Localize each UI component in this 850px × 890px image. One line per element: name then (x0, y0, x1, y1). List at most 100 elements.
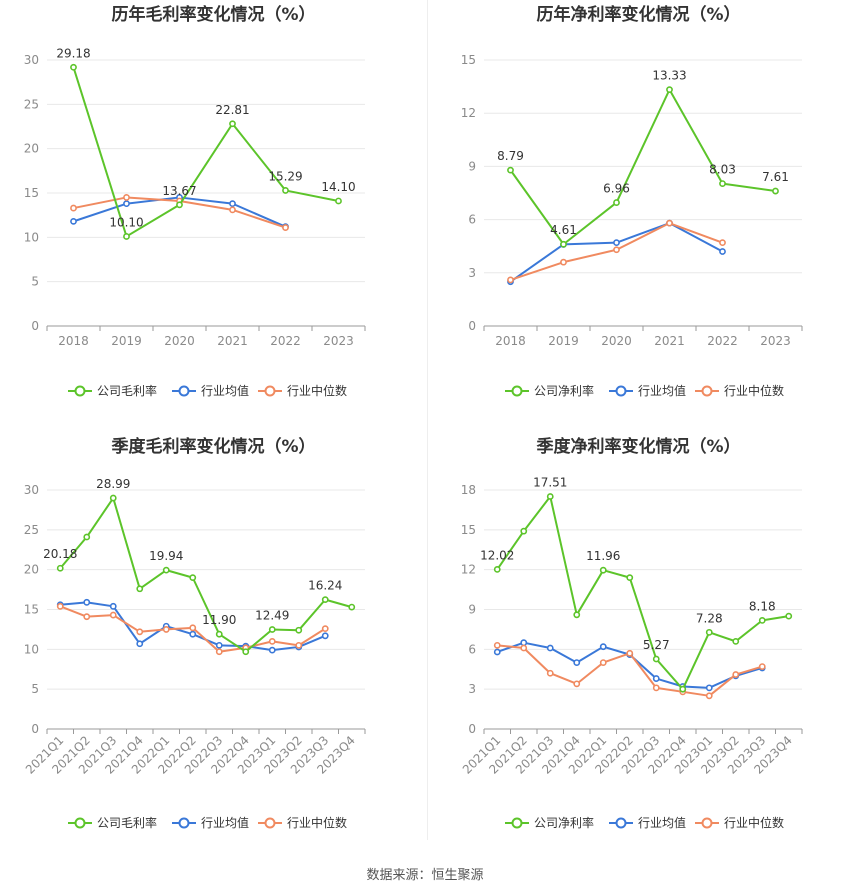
y-tick-label: 20 (24, 142, 39, 156)
data-point-industry-avg (189, 630, 197, 638)
data-point-company (758, 616, 766, 624)
legend-item-industry-avg[interactable]: 行业均值 (609, 383, 686, 398)
panel-divider (427, 0, 428, 840)
legend-item-company[interactable]: 公司净利率 (505, 383, 594, 398)
data-point-company (560, 240, 567, 248)
data-point-industry-median (56, 602, 64, 610)
legend-item-industry-avg[interactable]: 行业均值 (172, 383, 249, 398)
data-point-company (573, 611, 581, 619)
legend-item-industry-median[interactable]: 行业中位数 (258, 815, 347, 830)
legend-item-industry-avg[interactable]: 行业均值 (172, 815, 249, 830)
y-tick-label: 3 (468, 682, 476, 696)
data-point-industry-median (613, 246, 620, 254)
data-point-company (295, 626, 303, 634)
legend-item-company[interactable]: 公司毛利率 (68, 383, 157, 398)
data-point-company (666, 86, 673, 94)
y-tick-label: 6 (468, 642, 476, 656)
annual-gross-margin-chart: 历年毛利率变化情况（%） 0 5 10 15 20 25 30 2018 2019 2020 2021… (0, 0, 427, 430)
data-point-company (507, 166, 514, 174)
x-tick-label: 2020 (164, 334, 195, 348)
data-point-company (546, 493, 554, 500)
data-label: 20.18 (43, 547, 77, 561)
legend-item-industry-median[interactable]: 行业中位数 (695, 815, 784, 830)
y-tick-label: 0 (468, 319, 476, 333)
data-point-company (705, 628, 713, 636)
data-point-industry-avg (719, 248, 726, 255)
data-label: 13.67 (162, 184, 196, 198)
x-tick-label: 2018 (58, 334, 89, 348)
data-label: 6.96 (603, 182, 630, 196)
data-label: 12.49 (255, 608, 289, 622)
legend-item-company[interactable]: 公司毛利率 (68, 815, 157, 830)
data-label: 11.90 (202, 613, 236, 627)
quarterly-net-margin-chart: 季度净利率变化情况（%） 0 3 6 9 12 15 18 2021Q1 2021Q2 2021Q3… (427, 430, 850, 850)
data-label: 7.61 (762, 170, 789, 184)
data-point-industry-median (162, 626, 170, 633)
data-point-industry-median (123, 194, 130, 201)
data-point-industry-avg (652, 675, 660, 682)
legend-label: 行业中位数 (287, 815, 347, 830)
x-tick-label: 2021 (217, 334, 248, 348)
data-label: 19.94 (149, 549, 183, 563)
data-point-industry-median (732, 671, 740, 678)
data-point-company (162, 566, 170, 574)
y-tick-label: 0 (468, 722, 476, 736)
data-point-company (56, 564, 64, 572)
x-tick-label: 2022 (270, 334, 301, 348)
y-tick-label: 18 (461, 483, 476, 497)
x-tick-label: 2023 (323, 334, 354, 348)
data-point-industry-median (493, 641, 501, 649)
data-point-industry-median (599, 659, 607, 667)
data-point-industry-median (109, 611, 117, 619)
data-point-industry-median (626, 649, 634, 657)
data-point-company (599, 566, 607, 574)
y-tick-label: 0 (31, 319, 39, 333)
y-tick-label: 15 (24, 186, 39, 200)
y-tick-label: 25 (24, 523, 39, 537)
y-tick-label: 10 (24, 230, 39, 244)
data-label: 5.27 (643, 638, 670, 652)
series-line-company (509, 88, 776, 246)
data-point-industry-avg (83, 598, 91, 606)
data-point-industry-avg (573, 659, 581, 667)
legend-label: 行业均值 (201, 815, 249, 830)
data-point-industry-median (295, 641, 303, 649)
series-line-company (496, 495, 789, 691)
y-tick-label: 25 (24, 97, 39, 111)
legend-label: 公司毛利率 (97, 383, 157, 398)
legend-label: 公司净利率 (534, 815, 594, 830)
series-line-company (59, 497, 353, 653)
data-point-company (772, 187, 779, 195)
y-tick-label: 20 (24, 563, 39, 577)
y-tick-label: 0 (31, 722, 39, 736)
y-tick-label: 3 (468, 266, 476, 280)
data-point-industry-median (268, 637, 276, 645)
data-point-company (626, 574, 634, 582)
legend-item-company[interactable]: 公司净利率 (505, 815, 594, 830)
data-point-industry-avg (215, 641, 223, 649)
data-point-company (282, 187, 289, 194)
legend-item-industry-median[interactable]: 行业中位数 (258, 383, 347, 398)
legend-label: 行业均值 (638, 383, 686, 398)
data-label: 11.96 (586, 549, 620, 563)
data-point-company (785, 612, 793, 620)
data-label: 22.81 (215, 103, 249, 117)
data-point-company (189, 574, 197, 582)
chart-title: 季度净利率变化情况（%） (536, 436, 740, 457)
y-tick-label: 15 (461, 523, 476, 537)
data-label: 13.33 (652, 69, 686, 83)
data-point-industry-median (758, 663, 766, 670)
legend-item-industry-avg[interactable]: 行业均值 (609, 815, 686, 830)
data-label: 8.03 (709, 163, 736, 177)
data-point-industry-avg (321, 632, 329, 640)
chart-title: 历年净利率变化情况（%） (536, 4, 740, 25)
legend-label: 行业中位数 (724, 815, 784, 830)
legend-item-industry-median[interactable]: 行业中位数 (695, 383, 784, 398)
data-label: 12.02 (480, 548, 514, 562)
data-point-company (242, 648, 250, 656)
data-point-industry-avg (70, 217, 77, 225)
data-point-company (70, 63, 77, 71)
data-point-industry-median (666, 219, 673, 227)
data-label: 7.28 (696, 611, 723, 625)
x-tick-label: 2019 (111, 334, 142, 348)
